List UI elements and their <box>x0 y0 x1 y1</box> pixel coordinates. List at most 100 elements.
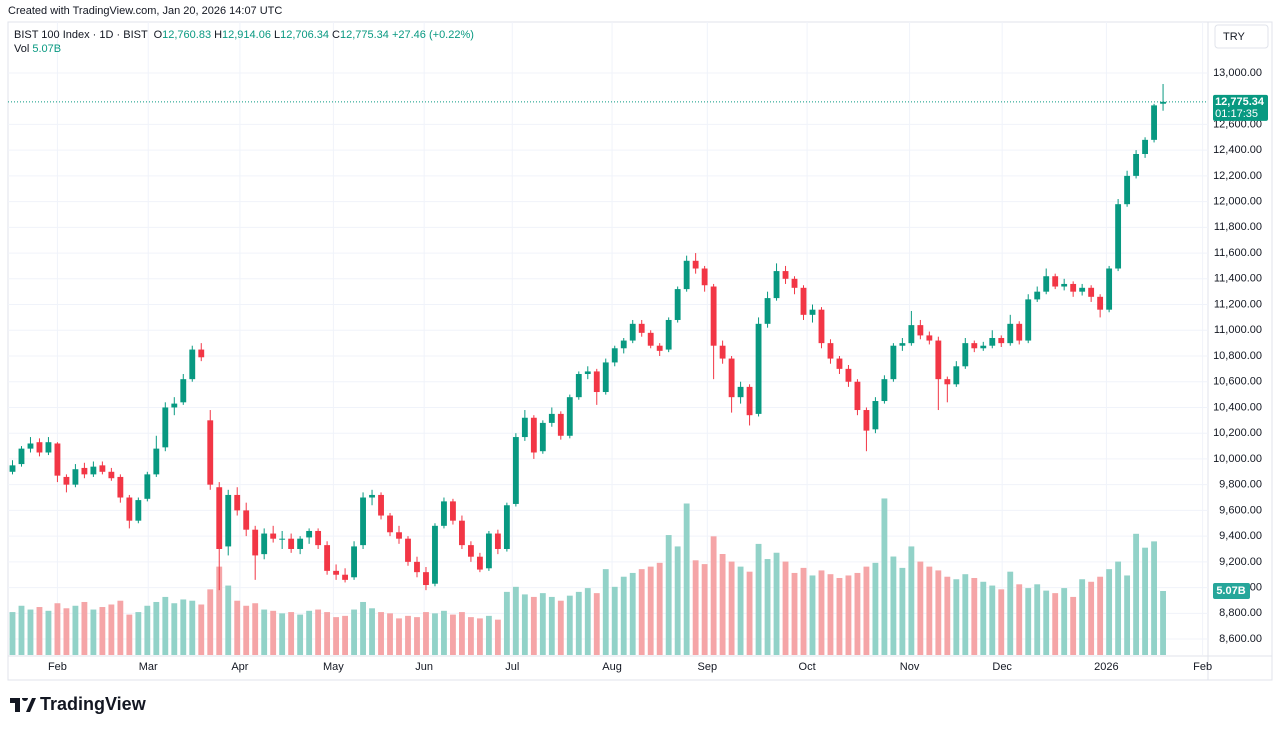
volume-bar <box>468 617 474 655</box>
ohlc-fields: O12,760.83 H12,914.06 L12,706.34 C12,775.34 <box>151 29 389 41</box>
volume-bar <box>746 571 753 655</box>
brand-name: TradingView <box>40 694 146 714</box>
x-tick-label: Apr <box>231 661 248 673</box>
volume-bar <box>818 570 825 655</box>
candle-body <box>719 345 726 359</box>
volume-bar <box>890 556 897 655</box>
y-tick-label: 10,200.00 <box>1213 427 1262 439</box>
volume-bar <box>369 608 375 655</box>
volume-bar <box>881 498 888 655</box>
candle-body <box>441 501 447 526</box>
candle-body <box>126 497 133 521</box>
candle-body <box>854 381 861 411</box>
candle-body <box>153 448 160 475</box>
candle-body <box>638 323 645 333</box>
volume-bar <box>162 596 169 655</box>
candle-body <box>1160 101 1166 104</box>
x-tick-label: 2026 <box>1094 661 1118 673</box>
candle-body <box>1106 268 1113 310</box>
volume-bars <box>9 498 1166 655</box>
candle-body <box>1034 291 1041 300</box>
candle-body <box>791 278 798 288</box>
candle-body <box>647 332 654 346</box>
volume-bar <box>27 609 34 655</box>
candle-body <box>557 413 564 436</box>
candle-body <box>665 319 672 350</box>
volume-bar <box>1061 588 1068 655</box>
volume-bar <box>99 607 106 655</box>
volume-bar <box>423 612 429 655</box>
candle-body <box>575 374 582 398</box>
candle-body <box>396 532 402 539</box>
candle-body <box>746 386 753 416</box>
volume-bar <box>1124 575 1131 655</box>
field-key: C <box>332 29 340 41</box>
volume-bar <box>692 560 699 655</box>
candle-body <box>953 366 960 385</box>
created-note: Created with TradingView.com, Jan 20, 20… <box>8 5 283 17</box>
volume-bar <box>674 546 681 655</box>
volume-bar <box>153 601 160 655</box>
y-tick-label: 8,800.00 <box>1219 607 1262 619</box>
y-tick-label: 9,600.00 <box>1219 504 1262 516</box>
candle-body <box>333 570 340 575</box>
candle-body <box>881 379 888 402</box>
y-tick-label: 11,200.00 <box>1214 298 1262 310</box>
candle-body <box>980 345 987 349</box>
candle-body <box>1052 276 1059 287</box>
candle-body <box>1025 299 1032 341</box>
x-tick-label: Oct <box>799 661 816 673</box>
volume-bar <box>405 615 411 655</box>
y-tick-label: 10,600.00 <box>1213 376 1262 388</box>
volume-bar <box>980 581 987 655</box>
y-tick-label: 12,000.00 <box>1213 196 1262 208</box>
volume-bar <box>908 546 915 655</box>
volume-bar <box>683 503 690 655</box>
candle-body <box>1043 276 1050 292</box>
candle-body <box>503 505 510 549</box>
volume-bar <box>836 577 843 655</box>
candle-body <box>566 397 573 436</box>
volume-bar <box>503 591 510 655</box>
x-tick-label: Jul <box>505 661 519 673</box>
volume-bar <box>378 612 384 655</box>
volume-bar <box>1160 590 1166 655</box>
candle-body <box>423 572 429 586</box>
volume-bar <box>63 608 70 655</box>
vol-value: 5.07B <box>32 43 62 55</box>
volume-bar <box>1106 569 1113 655</box>
volume-bar <box>315 609 322 655</box>
candle-body <box>378 494 384 516</box>
candle-body <box>1061 283 1068 287</box>
y-tick-label: 11,000.00 <box>1214 324 1262 336</box>
volume-bar <box>854 572 861 655</box>
volume-bar <box>1142 547 1148 655</box>
candle-body <box>728 358 735 398</box>
volume-bar <box>387 613 393 655</box>
volume-bar <box>279 613 286 655</box>
candle-body <box>315 530 322 546</box>
candle-body <box>189 349 196 380</box>
candle-body <box>989 337 996 346</box>
volume-bar <box>647 566 654 655</box>
candle-body <box>872 401 879 430</box>
candle-body <box>405 538 411 562</box>
field-value: 12,914.06 <box>222 29 271 41</box>
candle-body <box>935 340 942 380</box>
candle-body <box>288 538 295 549</box>
y-tick-label: 10,400.00 <box>1213 401 1262 413</box>
volume-bar <box>521 594 528 655</box>
candle-body <box>324 545 331 571</box>
volume-bar <box>342 615 348 655</box>
volume-bar <box>306 610 313 655</box>
volume-bar <box>656 562 663 655</box>
candle-body <box>117 476 124 498</box>
volume-bar <box>180 599 187 655</box>
candle-body <box>845 368 852 382</box>
candle-body <box>1079 287 1086 292</box>
volume-bar <box>917 561 924 655</box>
candle-body <box>629 323 636 341</box>
volume-bar <box>611 586 618 655</box>
volume-bar <box>701 564 708 655</box>
vol-key: Vol <box>14 43 30 55</box>
